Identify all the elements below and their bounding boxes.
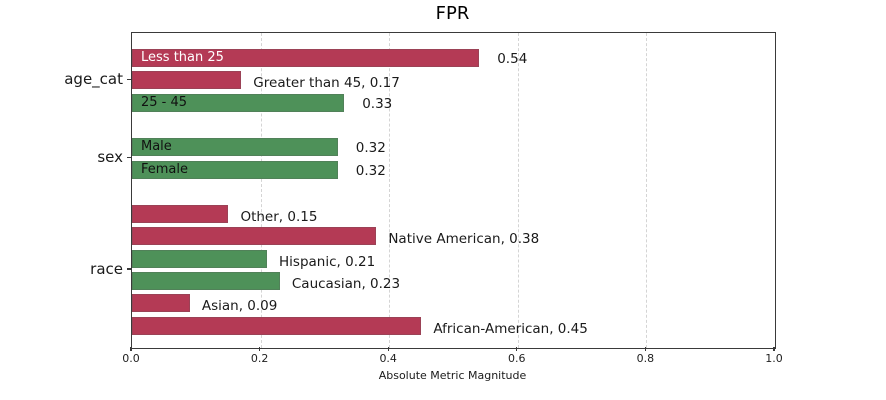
- bar-asian: [132, 294, 190, 313]
- bar-less-than-25: Less than 25: [132, 49, 480, 67]
- chart-title: FPR: [435, 3, 470, 24]
- bar-other: [132, 205, 229, 224]
- x-tick-mark-0.8: [644, 347, 647, 351]
- y-tick-mark-race: [127, 268, 131, 270]
- gridline-0.8: [646, 33, 648, 348]
- bar-caucasian: [132, 272, 280, 290]
- x-tick-label-0.2: 0.2: [250, 352, 269, 365]
- gridline-0.4: [389, 33, 391, 348]
- bar-value-female: 0.32: [355, 162, 386, 179]
- x-tick-label-0: 0.0: [122, 352, 140, 365]
- bar-value-25-45: 0.33: [362, 95, 393, 112]
- bar-annotation-other: Other, 0.15: [240, 209, 318, 226]
- x-tick-label-0.4: 0.4: [379, 352, 397, 365]
- x-tick-mark-0: [130, 347, 132, 351]
- bar-inside-label-female: Female: [141, 161, 189, 177]
- bar-25-45: 25 - 45: [132, 93, 345, 112]
- bar-hispanic: [132, 249, 268, 268]
- bar-annotation-hispanic: Hispanic, 0.21: [279, 253, 376, 270]
- x-tick-label-1: 1.0: [765, 352, 783, 365]
- x-tick-mark-0.2: [258, 347, 261, 351]
- y-tick-mark-age-cat: [127, 78, 131, 80]
- bar-african-american: [132, 316, 422, 335]
- bar-annotation-greater-than-45: Greater than 45, 0.17: [253, 75, 400, 92]
- bar-inside-label-male: Male: [141, 139, 172, 155]
- gridline-0.6: [517, 33, 519, 348]
- bar-inside-label-25-45: 25 - 45: [141, 94, 188, 110]
- plot-area: Less than 25 0.54 Greater than 45, 0.17 25 …: [131, 32, 776, 349]
- y-tick-mark-sex: [127, 156, 131, 159]
- gridline-0.2: [260, 33, 262, 348]
- bar-greater-than-45: [132, 71, 242, 90]
- y-group-label-sex: sex: [97, 148, 123, 167]
- bar-annotation-native-american: Native American, 0.38: [388, 231, 540, 248]
- bar-annotation-caucasian: Caucasian, 0.23: [291, 276, 401, 292]
- bar-value-male: 0.32: [355, 140, 386, 157]
- bar-annotation-asian: Asian, 0.09: [201, 298, 278, 315]
- bar-annotation-african-american: African-American, 0.45: [433, 320, 588, 337]
- bar-native-american: [132, 227, 377, 246]
- bar-male: Male: [132, 138, 338, 157]
- bar-value-less-than-25: 0.54: [497, 51, 528, 67]
- x-tick-label-0.8: 0.8: [636, 352, 655, 365]
- x-tick-mark-0.4: [387, 347, 389, 351]
- x-tick-mark-1: [773, 347, 775, 351]
- y-group-label-age-cat: age_cat: [64, 70, 123, 89]
- x-axis-label: Absolute Metric Magnitude: [378, 369, 527, 382]
- bar-female: Female: [132, 160, 338, 179]
- y-group-label-race: race: [90, 259, 123, 278]
- bar-inside-label-less-than-25: Less than 25: [141, 50, 224, 65]
- x-tick-label-0.6: 0.6: [508, 352, 526, 365]
- x-tick-mark-0.6: [516, 347, 518, 351]
